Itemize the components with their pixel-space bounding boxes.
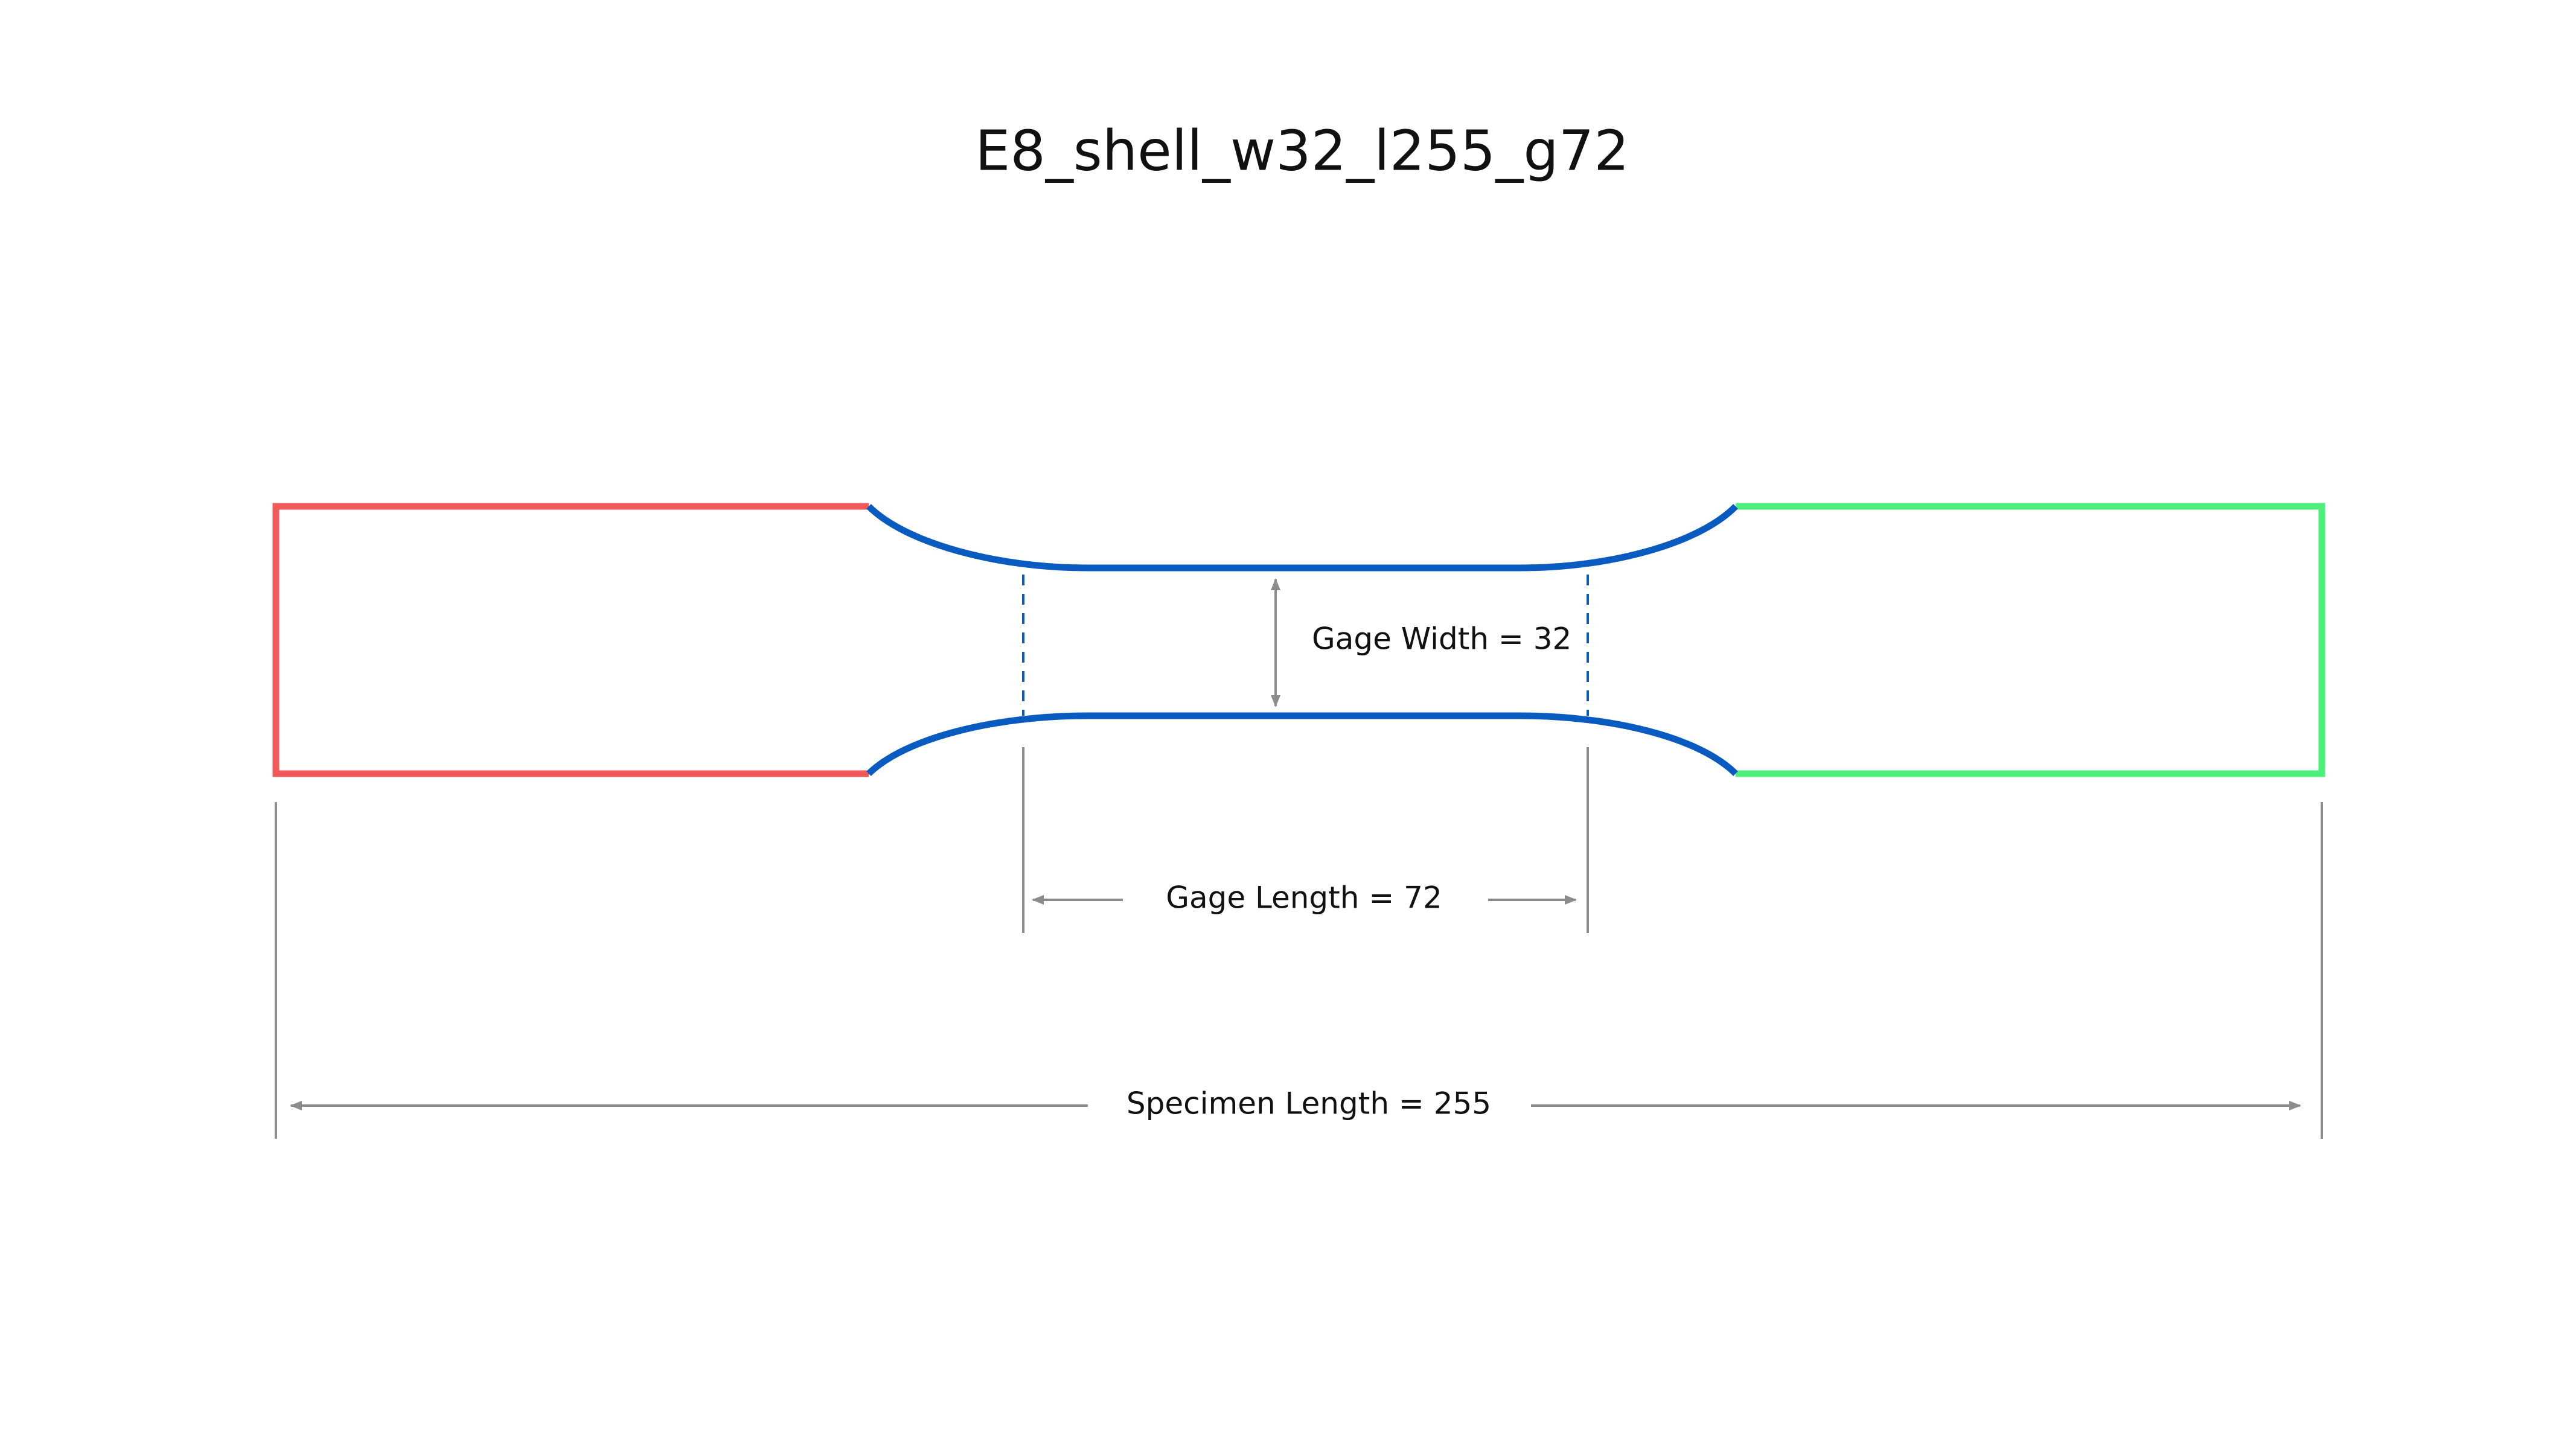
gage-length-label: Gage Length = 72 (1166, 881, 1442, 916)
title: E8_shell_w32_l255_g72 (975, 118, 1629, 183)
specimen-length-label: Specimen Length = 255 (1127, 1086, 1491, 1121)
gage-top-edge (866, 504, 1738, 572)
gage-bottom-edge (866, 712, 1738, 776)
gage-width-label: Gage Width = 32 (1312, 622, 1571, 657)
right-grip (1736, 503, 2325, 777)
left-grip (272, 503, 869, 777)
